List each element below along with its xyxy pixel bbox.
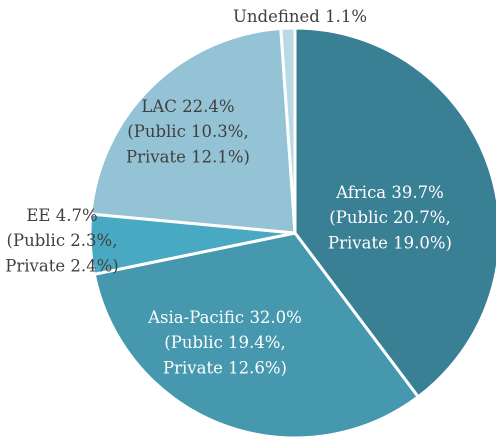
slice-label: Asia-Pacific 32.0% bbox=[147, 308, 302, 327]
breakdown-label: (Public 19.4%, bbox=[164, 333, 285, 352]
breakdown-label: Private 19.0%) bbox=[328, 234, 452, 253]
pie-slice bbox=[293, 26, 496, 399]
breakdown-label: Private 2.4%) bbox=[5, 257, 118, 276]
value-label: 32.0% bbox=[249, 308, 301, 327]
value-label: 4.7% bbox=[56, 206, 98, 225]
value-label: 39.7% bbox=[391, 183, 443, 202]
category-name: LAC bbox=[141, 97, 177, 116]
category-name: Africa bbox=[335, 183, 386, 202]
pie-slice bbox=[279, 26, 297, 235]
category-name: EE bbox=[26, 206, 50, 225]
pie-slice bbox=[92, 231, 420, 440]
slice-label: Undefined 1.1% bbox=[233, 7, 367, 26]
value-label: 22.4% bbox=[182, 97, 234, 116]
category-name: Undefined bbox=[233, 7, 320, 26]
breakdown-label: Private 12.6%) bbox=[163, 359, 287, 378]
breakdown-label: (Public 20.7%, bbox=[329, 208, 450, 227]
pie-slice bbox=[89, 26, 297, 235]
category-name: Asia-Pacific bbox=[147, 308, 244, 327]
slice-label: LAC 22.4% bbox=[141, 97, 234, 116]
breakdown-label: (Public 2.3%, bbox=[7, 231, 118, 250]
breakdown-label: Private 12.1%) bbox=[126, 148, 250, 167]
slice-label: Africa 39.7% bbox=[335, 183, 444, 202]
breakdown-label: (Public 10.3%, bbox=[127, 122, 248, 141]
value-label: 1.1% bbox=[325, 7, 367, 26]
slice-label: EE 4.7% bbox=[26, 206, 97, 225]
